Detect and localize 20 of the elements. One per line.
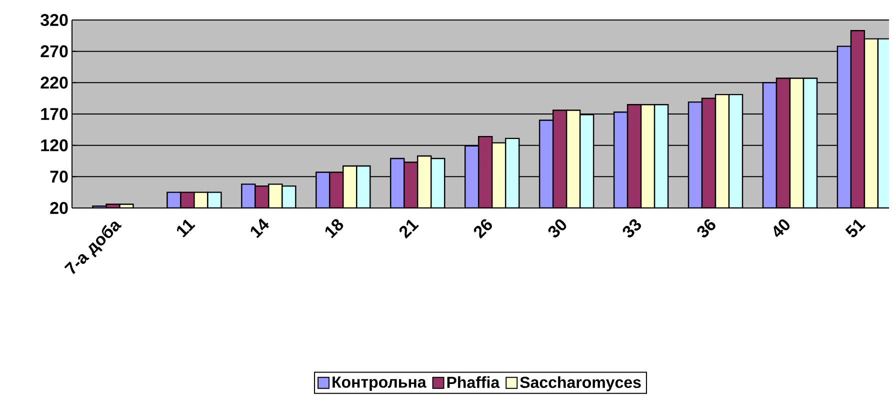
legend-label: Контрольна [332,376,426,391]
y-tick-label: 70 [50,170,68,183]
legend-label: Phaffia [447,376,500,388]
x-tick-label: 30 [548,219,566,238]
x-tick-label: 33 [622,219,641,238]
legend-label: Saccharomyces [520,376,641,392]
y-tick-label: 170 [41,108,68,120]
x-tick-label: 26 [474,219,492,239]
x-tick-label: 51 [845,219,866,238]
x-tick-label: 36 [697,219,716,238]
x-tick-label: 21 [399,220,419,239]
y-tick-label: 320 [40,14,68,26]
y-tick-label: 20 [50,202,68,214]
x-tick-label: 18 [325,219,344,238]
y-tick-label: 270 [40,45,68,58]
x-tick-label: 40 [774,219,790,238]
y-tick-label: 220 [40,76,68,89]
x-tick-label: 14 [250,218,270,238]
x-tick-label: 11 [176,219,196,238]
y-tick-label: 120 [41,139,68,152]
